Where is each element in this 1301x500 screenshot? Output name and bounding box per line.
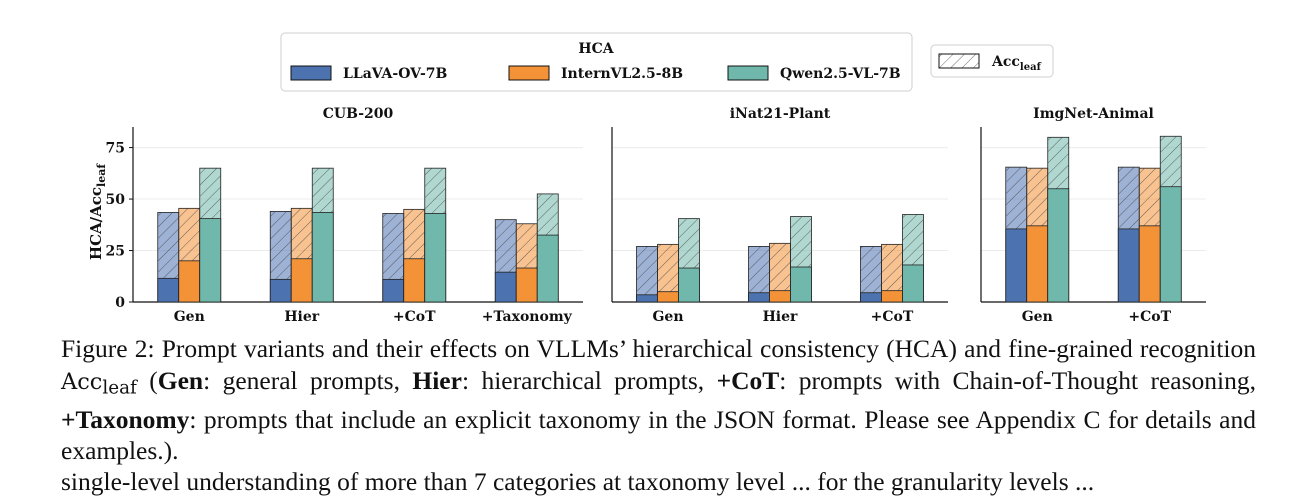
x-tick-label-2-1: +CoT: [1128, 309, 1171, 325]
bar-hca-1-2-0: [860, 292, 882, 303]
hatch-legend: Accleaf: [930, 44, 1054, 78]
bar-hca-0-1-0: [269, 278, 292, 303]
bar-hca-0-0-2: [199, 218, 222, 303]
legend-swatch-1: [508, 65, 550, 81]
legend-title: HCA: [578, 41, 614, 57]
x-tick-label-0-0: Gen: [174, 309, 205, 325]
x-tick-label-1-0: Gen: [652, 309, 683, 325]
bar-hca-0-3-1: [515, 267, 538, 303]
legend-swatch-0: [290, 65, 332, 81]
panel-2: ImgNet-Animal Gen +CoT: [980, 106, 1206, 325]
bar-acc-hatch-1-0-0: [636, 246, 658, 302]
bar-acc-hatch-1-1-1: [769, 243, 791, 302]
bar-hca-1-0-0: [636, 294, 658, 303]
panel-0: CUB-200 0 25 50 75 Gen Hier +CoT +Taxonomy: [106, 106, 583, 325]
bar-hca-2-0-0: [1005, 228, 1028, 303]
bar-hca-0-0-1: [178, 260, 201, 303]
legend: HCA LLaVA-OV-7B InternVL2.5-8B Qwen2.5-VL-…: [280, 32, 913, 92]
bar-hca-0-1-1: [290, 258, 313, 303]
x-tick-label-1-2: +CoT: [871, 309, 914, 325]
hatch-swatch: [938, 53, 980, 69]
bar-acc-hatch-1-1-0: [748, 246, 770, 302]
legend-swatch-2: [727, 65, 769, 81]
bar-acc-hatch-1-0-1: [657, 244, 679, 302]
bar-acc-hatch-1-2-0: [860, 246, 882, 302]
bar-hca-1-2-1: [881, 290, 903, 303]
hatch-legend-label: Acc: [991, 54, 1020, 70]
bar-hca-0-2-1: [403, 258, 426, 303]
x-tick-label-2-0: Gen: [1022, 309, 1053, 325]
x-tick-label-0-2: +CoT: [393, 309, 436, 325]
bar-hca-0-3-2: [536, 234, 559, 303]
panel-1: iNat21-Plant Gen Hier +CoT: [611, 106, 948, 325]
bar-hca-2-1-0: [1117, 228, 1140, 303]
legend-label-1: InternVL2.5-8B: [561, 66, 683, 82]
bar-hca-2-0-2: [1047, 188, 1070, 303]
panel-title-0: CUB-200: [323, 106, 394, 122]
x-tick-label-0-1: Hier: [284, 309, 319, 325]
svg-text:Accleaf: Accleaf: [991, 54, 1042, 73]
bar-hca-2-1-1: [1138, 225, 1161, 303]
bar-hca-0-0-0: [157, 277, 180, 303]
y-tick-label-2: 50: [106, 192, 126, 208]
panel-title-1: iNat21-Plant: [730, 106, 831, 122]
y-tick-label-1: 25: [106, 244, 125, 260]
panel-title-2: ImgNet-Animal: [1033, 106, 1154, 122]
y-tick-label-3: 75: [106, 141, 125, 157]
legend-label-2: Qwen2.5-VL-7B: [780, 66, 901, 82]
figure-caption: Figure 2: Prompt variants and their effe…: [61, 334, 1256, 466]
y-tick-label-0: 0: [115, 295, 125, 311]
hatch-legend-label-sub: leaf: [1020, 62, 1042, 73]
figure-chart: HCA LLaVA-OV-7B InternVL2.5-8B Qwen2.5-VL-…: [87, 32, 1206, 325]
trailing-body-text: single-level understanding of more than …: [61, 467, 1095, 496]
bar-hca-2-0-1: [1026, 225, 1049, 303]
bar-hca-0-3-0: [494, 271, 517, 303]
legend-label-0: LLaVA-OV-7B: [343, 66, 448, 82]
bar-hca-1-1-1: [769, 290, 791, 303]
bar-hca-0-2-0: [382, 278, 405, 303]
bar-hca-1-1-0: [748, 292, 770, 303]
y-axis-label: HCA/Accleaf: [87, 163, 108, 260]
bar-hca-1-1-2: [790, 266, 812, 303]
bar-hca-2-1-2: [1159, 186, 1182, 303]
bar-hca-1-0-2: [678, 267, 700, 303]
x-tick-label-1-1: Hier: [763, 309, 798, 325]
bar-hca-0-1-2: [311, 212, 334, 303]
bar-hca-0-2-2: [424, 213, 447, 303]
bar-hca-1-0-1: [657, 291, 679, 303]
bar-acc-hatch-1-2-1: [881, 244, 903, 302]
bar-hca-1-2-2: [902, 264, 924, 303]
x-tick-label-0-3: +Taxonomy: [482, 309, 573, 325]
